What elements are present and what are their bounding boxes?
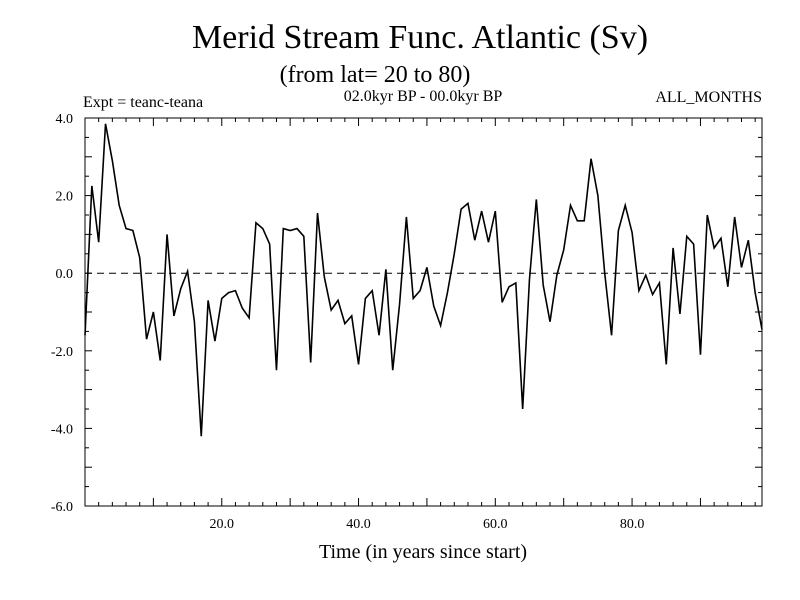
period-label: 02.0kyr BP - 00.0kyr BP bbox=[344, 88, 503, 105]
chart-subtitle: (from lat= 20 to 80) bbox=[280, 62, 471, 88]
plot-area bbox=[84, 123, 763, 437]
series-line bbox=[84, 123, 763, 437]
y-tick-label: -6.0 bbox=[51, 500, 73, 515]
x-tick-label: 20.0 bbox=[210, 517, 235, 532]
chart-title: Merid Stream Func. Atlantic (Sv) bbox=[192, 19, 648, 56]
x-tick-label: 60.0 bbox=[483, 517, 508, 532]
plot-frame bbox=[84, 117, 763, 507]
x-tick-label: 40.0 bbox=[346, 517, 371, 532]
y-tick-label: 4.0 bbox=[56, 112, 74, 127]
season-label: ALL_MONTHS bbox=[655, 89, 762, 106]
y-tick-label: 0.0 bbox=[56, 267, 74, 282]
y-tick-label: -4.0 bbox=[51, 422, 73, 437]
y-tick-label: 2.0 bbox=[56, 190, 74, 205]
experiment-label: Expt = teanc-teana bbox=[83, 94, 203, 111]
axes: 20.0 40.0 60.0 80.0 -6.0 -4.0 -2.0 0.0 2.0 4.0 bbox=[51, 112, 763, 532]
y-tick-label: -2.0 bbox=[51, 345, 73, 360]
x-tick-label: 80.0 bbox=[620, 517, 645, 532]
x-axis-label: Time (in years since start) bbox=[319, 541, 527, 563]
